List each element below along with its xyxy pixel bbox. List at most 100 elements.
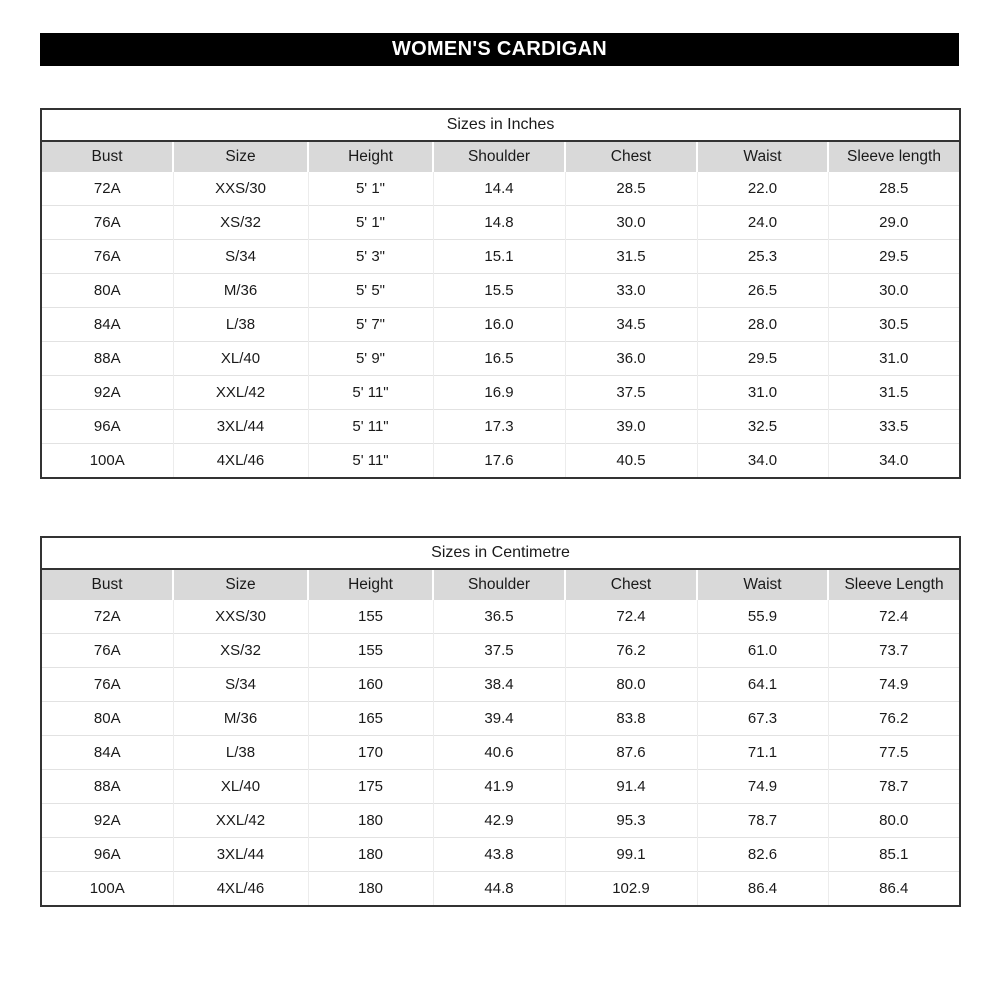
table-cell: 16.9 (432, 375, 565, 410)
table-cell: 80A (41, 273, 173, 308)
table-cell: 170 (307, 735, 433, 770)
table-cell: 84A (41, 307, 173, 342)
table-cell: 29.5 (696, 341, 828, 376)
table-cell: 72.4 (827, 600, 961, 634)
table-cell: 39.0 (564, 409, 697, 444)
table-cell: 28.5 (564, 172, 697, 206)
table-cell: 5' 7" (307, 307, 433, 342)
table-cell: 91.4 (564, 769, 697, 804)
table-cell: 30.0 (564, 205, 697, 240)
table-cell: 92A (41, 803, 173, 838)
table-row: 76A XS/32 5' 1" 14.8 30.0 24.0 29.0 (41, 205, 961, 240)
table-caption: Sizes in Inches (41, 109, 961, 142)
table-cell: 28.0 (696, 307, 828, 342)
table-cell: 38.4 (432, 667, 565, 702)
table-row: 76A S/34 5' 3" 15.1 31.5 25.3 29.5 (41, 239, 961, 274)
table-row: 76A S/34 160 38.4 80.0 64.1 74.9 (41, 667, 961, 702)
table-cell: M/36 (172, 273, 308, 308)
table-cell: 160 (307, 667, 433, 702)
table-cell: 31.5 (827, 375, 961, 410)
table-cell: XXL/42 (172, 803, 308, 838)
table-cell: 95.3 (564, 803, 697, 838)
table-cell: 76A (41, 633, 173, 668)
table-cell: 16.5 (432, 341, 565, 376)
table-row: 72A XXS/30 155 36.5 72.4 55.9 72.4 (41, 600, 961, 634)
centimetre-size-table: Sizes in Centimetre Bust Size Height Should… (40, 536, 962, 907)
table-cell: 165 (307, 701, 433, 736)
table-cell: 80A (41, 701, 173, 736)
table-cell: M/36 (172, 701, 308, 736)
table-cell: 42.9 (432, 803, 565, 838)
title-bar: WOMEN'S CARDIGAN (40, 33, 959, 66)
table-header-row: Bust Size Height Shoulder Chest Waist Sleeve L… (41, 569, 961, 600)
table-cell: 17.3 (432, 409, 565, 444)
table-cell: 29.5 (827, 239, 961, 274)
table-row: 88A XL/40 5' 9" 16.5 36.0 29.5 31.0 (41, 341, 961, 376)
table-cell: 83.8 (564, 701, 697, 736)
column-header: Waist (696, 569, 828, 600)
column-header: Waist (696, 141, 828, 172)
table-caption: Sizes in Centimetre (41, 537, 961, 570)
table-cell: 86.4 (696, 871, 828, 906)
table-cell: 40.6 (432, 735, 565, 770)
table-cell: 5' 3" (307, 239, 433, 274)
table-row: 84A L/38 170 40.6 87.6 71.1 77.5 (41, 735, 961, 770)
table-cell: 180 (307, 803, 433, 838)
table-cell: 37.5 (432, 633, 565, 668)
table-cell: 67.3 (696, 701, 828, 736)
table-cell: 86.4 (827, 871, 961, 906)
table-cell: XXS/30 (172, 600, 308, 634)
table-cell: 92A (41, 375, 173, 410)
table-cell: 24.0 (696, 205, 828, 240)
table-cell: 155 (307, 633, 433, 668)
table-cell: 4XL/46 (172, 871, 308, 906)
table-cell: XL/40 (172, 769, 308, 804)
table-cell: 39.4 (432, 701, 565, 736)
table-header-row: Bust Size Height Shoulder Chest Waist Sleeve l… (41, 141, 961, 172)
table-cell: 96A (41, 409, 173, 444)
table-cell: 5' 5" (307, 273, 433, 308)
table-cell: L/38 (172, 307, 308, 342)
column-header: Shoulder (432, 141, 565, 172)
table-cell: 40.5 (564, 443, 697, 478)
table-row: 72A XXS/30 5' 1" 14.4 28.5 22.0 28.5 (41, 172, 961, 206)
table-cell: XL/40 (172, 341, 308, 376)
table-cell: 102.9 (564, 871, 697, 906)
table-cell: 82.6 (696, 837, 828, 872)
table-cell: 72A (41, 172, 173, 206)
table-cell: 34.0 (827, 443, 961, 478)
table-cell: 25.3 (696, 239, 828, 274)
table-cell: 87.6 (564, 735, 697, 770)
table-cell: L/38 (172, 735, 308, 770)
table-cell: 28.5 (827, 172, 961, 206)
table-cell: 74.9 (696, 769, 828, 804)
inches-table-section: Sizes in Inches Bust Size Height Shoulder Ch… (40, 108, 962, 479)
table-cell: XS/32 (172, 205, 308, 240)
column-header: Chest (564, 141, 697, 172)
column-header: Sleeve length (826, 141, 961, 172)
table-cell: 175 (307, 769, 433, 804)
table-cell: 99.1 (564, 837, 697, 872)
table-cell: 33.0 (564, 273, 697, 308)
table-cell: 84A (41, 735, 173, 770)
table-cell: 76.2 (564, 633, 697, 668)
table-cell: 100A (41, 443, 173, 478)
table-row: 80A M/36 5' 5" 15.5 33.0 26.5 30.0 (41, 273, 961, 308)
table-cell: 14.8 (432, 205, 565, 240)
table-cell: 76A (41, 205, 173, 240)
table-cell: 36.5 (432, 600, 565, 634)
table-cell: 5' 1" (307, 205, 433, 240)
table-row: 80A M/36 165 39.4 83.8 67.3 76.2 (41, 701, 961, 736)
table-cell: 55.9 (696, 600, 828, 634)
table-cell: 155 (307, 600, 433, 634)
table-cell: S/34 (172, 239, 308, 274)
table-cell: 71.1 (696, 735, 828, 770)
table-cell: 15.5 (432, 273, 565, 308)
table-cell: 34.5 (564, 307, 697, 342)
table-body: 72A XXS/30 155 36.5 72.4 55.9 72.4 76A XS/32 155 3… (41, 600, 961, 906)
column-header: Bust (41, 569, 173, 600)
table-cell: 77.5 (827, 735, 961, 770)
table-cell: 80.0 (827, 803, 961, 838)
table-cell: 16.0 (432, 307, 565, 342)
column-header: Sleeve Length (826, 569, 961, 600)
